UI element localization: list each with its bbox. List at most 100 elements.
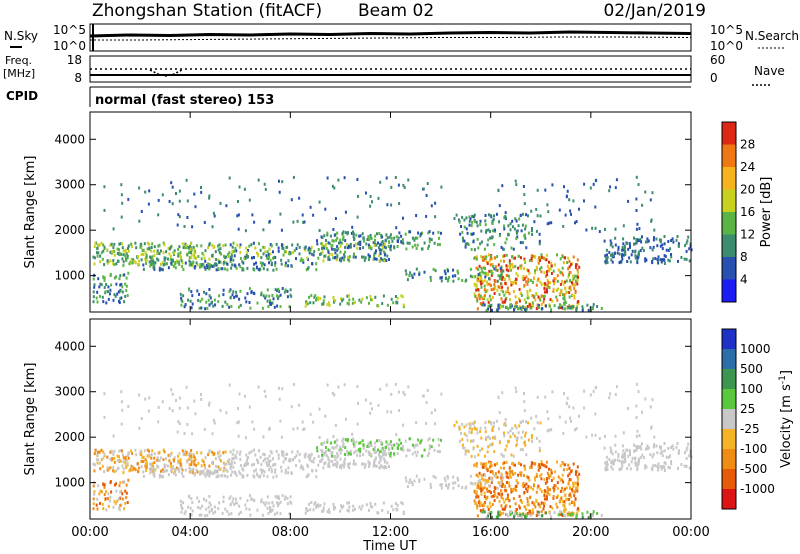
heat-cell <box>264 503 267 507</box>
heat-cell <box>624 457 627 461</box>
heat-cell <box>515 301 518 304</box>
heat-cell <box>110 449 113 453</box>
heat-cell <box>118 484 121 488</box>
heat-cell <box>372 240 375 244</box>
heat-cell <box>96 290 99 294</box>
heat-cell <box>327 448 330 452</box>
heat-cell <box>549 267 552 271</box>
heat-cell <box>307 248 310 252</box>
heat-cell <box>543 504 546 508</box>
heat-cell <box>369 440 372 444</box>
heat-cell <box>409 271 412 275</box>
heat-cell <box>340 448 343 452</box>
heat-cell <box>113 276 116 280</box>
heat-cell <box>135 453 138 457</box>
heat-cell <box>124 461 127 465</box>
heat-cell <box>246 473 249 477</box>
heat-cell <box>468 219 471 223</box>
heat-cell <box>342 235 345 239</box>
heat-cell <box>429 275 432 279</box>
heat-cell <box>277 288 280 292</box>
heat-cell <box>243 464 246 468</box>
heat-cell <box>500 245 503 249</box>
heat-cell <box>672 447 675 451</box>
heat-cell <box>230 464 232 468</box>
heat-cell <box>512 454 515 458</box>
heat-cell <box>161 261 164 265</box>
heat-cell <box>563 280 566 284</box>
heat-cell <box>639 444 642 448</box>
heat-cell <box>627 199 630 203</box>
heat-cell <box>182 246 185 250</box>
heat-cell <box>217 465 220 469</box>
heat-cell <box>617 245 620 249</box>
heat-cell <box>375 257 378 261</box>
heat-cell <box>380 243 383 247</box>
heat-cell <box>153 474 156 478</box>
heat-cell <box>592 510 595 514</box>
heat-cell <box>114 501 117 505</box>
heat-cell <box>523 505 526 509</box>
heat-cell <box>662 257 665 261</box>
heat-cell <box>140 459 143 463</box>
heat-cell <box>97 484 100 488</box>
heat-cell <box>325 239 327 242</box>
heat-cell <box>497 263 500 267</box>
heat-cell <box>339 302 342 306</box>
heat-cell <box>222 461 225 465</box>
heat-cell <box>669 247 672 251</box>
heat-cell <box>505 444 508 448</box>
heat-cell <box>484 426 487 430</box>
heat-cell <box>559 464 562 468</box>
heat-cell <box>474 427 476 431</box>
heat-cell <box>322 452 325 455</box>
heat-cell <box>426 182 429 185</box>
heat-cell <box>604 467 607 471</box>
heat-cell <box>152 266 155 270</box>
heat-cell <box>501 391 504 395</box>
heat-cell <box>420 247 423 251</box>
heat-cell <box>103 415 106 419</box>
heat-cell <box>175 466 178 470</box>
heat-cell <box>420 454 423 458</box>
heat-cell <box>439 276 442 280</box>
heat-cell <box>385 440 388 444</box>
heat-cell <box>211 472 214 475</box>
heat-cell <box>638 446 641 449</box>
heat-cell <box>178 470 181 473</box>
heat-cell <box>547 210 550 214</box>
heat-cell <box>387 244 390 248</box>
heat-cell <box>197 505 200 509</box>
heat-cell <box>482 463 485 467</box>
heat-cell <box>514 502 517 506</box>
heat-cell <box>526 296 529 300</box>
heat-cell <box>488 501 491 505</box>
heat-cell <box>245 507 248 511</box>
heat-cell <box>568 198 571 202</box>
heat-cell <box>512 488 515 492</box>
heat-cell <box>568 502 571 506</box>
heat-cell <box>474 220 476 224</box>
heat-cell <box>393 236 396 240</box>
heat-cell <box>200 244 203 248</box>
heat-cell <box>284 288 287 292</box>
heat-cell <box>500 297 503 301</box>
heat-cell <box>122 253 125 257</box>
heat-cell <box>560 290 563 294</box>
heat-cell <box>478 486 481 490</box>
heat-cell <box>546 480 549 484</box>
heat-cell <box>651 260 654 263</box>
heat-cell <box>635 404 638 408</box>
heat-cell <box>499 513 501 517</box>
heat-cell <box>561 473 564 477</box>
heat-cell <box>118 301 121 305</box>
heat-cell <box>204 456 207 460</box>
heat-cell <box>575 470 577 474</box>
heat-cell <box>144 458 147 462</box>
heat-cell <box>386 443 389 447</box>
heat-cell <box>321 236 324 240</box>
heat-cell <box>459 232 462 236</box>
heat-cell <box>362 462 365 466</box>
heat-cell <box>397 236 400 240</box>
heat-cell <box>107 504 110 508</box>
